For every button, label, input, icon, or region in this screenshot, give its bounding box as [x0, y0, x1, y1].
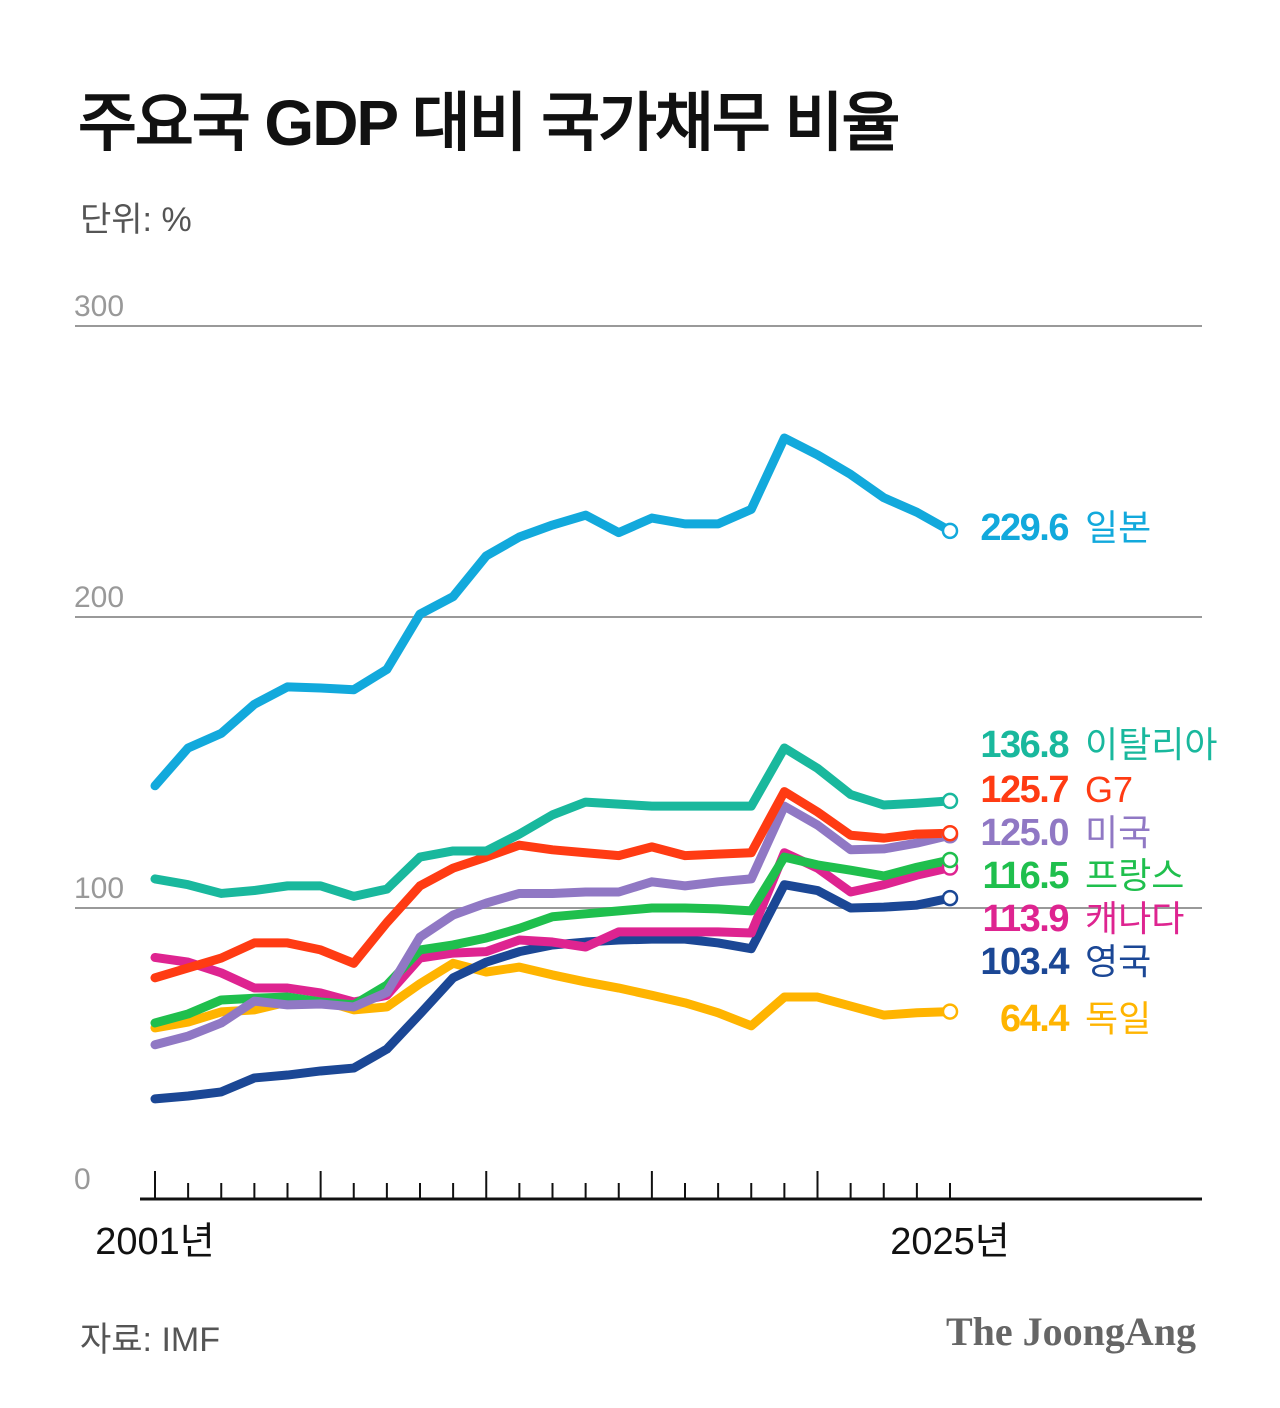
end-point-marker: [941, 1003, 959, 1020]
series-name-label: 미국: [1085, 812, 1151, 853]
series-name-label: 프랑스: [1085, 855, 1184, 896]
data-label-value: 125.0: [980, 812, 1068, 854]
publisher-logo: The JoongAng: [945, 1309, 1196, 1354]
series-name-label: 캐나다: [1085, 898, 1184, 939]
data-label-value: 136.8: [980, 724, 1068, 766]
series-name-label: 영국: [1085, 941, 1151, 982]
end-point-marker: [941, 824, 959, 842]
end-point-marker: [941, 522, 959, 540]
x-tick-label: 2001년: [95, 1221, 215, 1263]
y-tick-label: 0: [74, 1163, 91, 1196]
series-line: [150, 433, 955, 791]
data-label-value: 125.7: [980, 769, 1068, 811]
x-tick-label: 2025년: [890, 1221, 1010, 1263]
chart-title: 주요국 GDP 대비 국가채무 비율: [78, 87, 900, 159]
y-tick-label: 200: [74, 581, 124, 614]
y-tick-label: 300: [74, 290, 124, 323]
series-name-label: G7: [1085, 769, 1133, 810]
y-tick-label: 100: [74, 872, 124, 905]
data-label-value: 103.4: [980, 941, 1069, 983]
end-point-marker: [941, 889, 959, 907]
series-line: [150, 848, 955, 1007]
end-point-marker: [941, 851, 959, 869]
series-name-label: 일본: [1085, 507, 1151, 548]
data-label-value: 229.6: [980, 507, 1068, 549]
series-name-label: 이탈리아: [1085, 724, 1217, 765]
data-label-value: 64.4: [1000, 998, 1069, 1040]
source-label: 자료: IMF: [80, 1321, 220, 1359]
series-name-label: 독일: [1085, 998, 1151, 1039]
unit-label: 단위: %: [80, 201, 192, 239]
end-point-marker: [941, 792, 959, 810]
data-label-value: 116.5: [983, 855, 1070, 897]
data-label-value: 113.9: [983, 898, 1069, 940]
